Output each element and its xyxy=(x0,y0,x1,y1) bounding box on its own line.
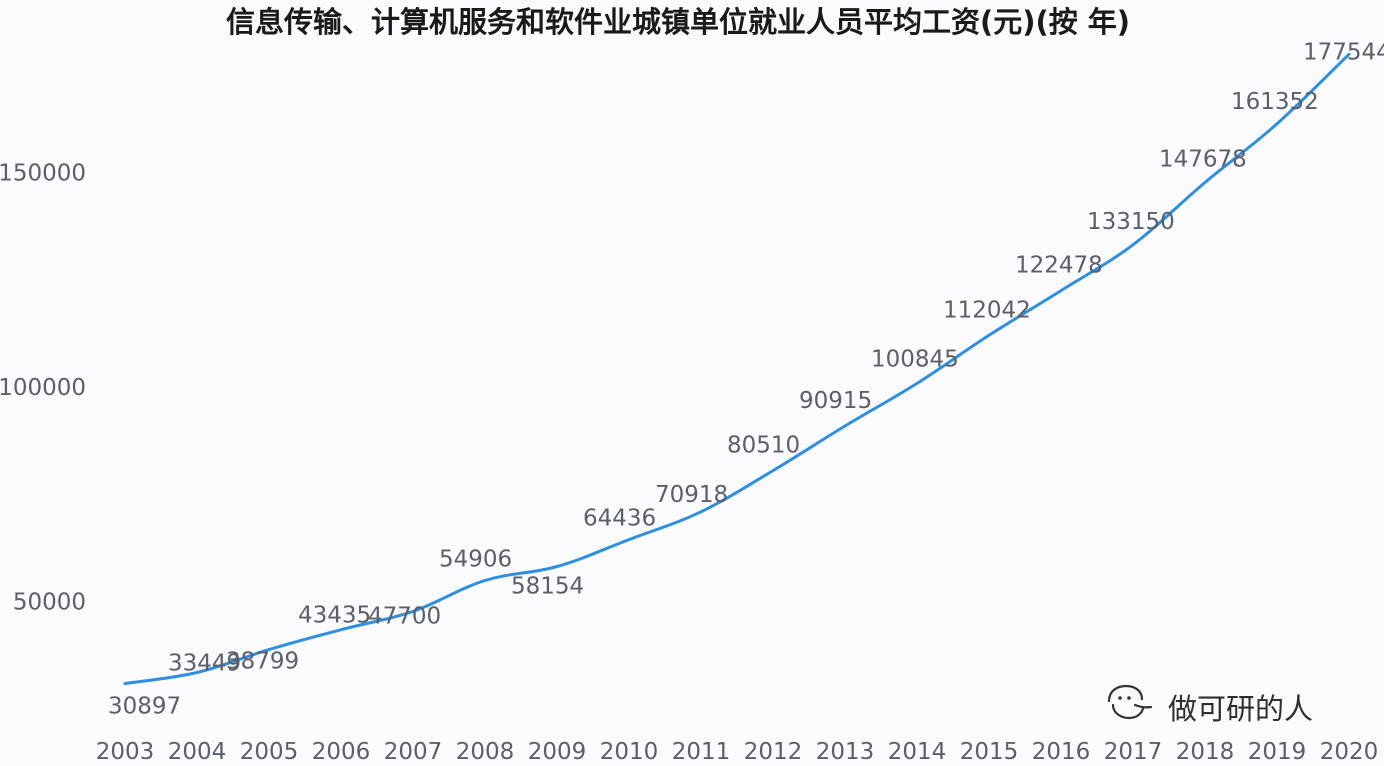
data-label: 122478 xyxy=(1015,253,1103,279)
y-tick-label: 100000 xyxy=(0,375,86,401)
x-tick-label: 2008 xyxy=(456,739,515,765)
x-tick-label: 2012 xyxy=(744,739,803,765)
data-label: 43435 xyxy=(298,603,371,629)
x-tick-label: 2018 xyxy=(1176,739,1235,765)
data-label: 33449 xyxy=(168,651,241,677)
x-tick-label: 2005 xyxy=(240,739,299,765)
watermark-text: 做可研的人 xyxy=(1168,692,1313,726)
data-label: 90915 xyxy=(799,388,872,414)
data-label: 64436 xyxy=(583,506,656,532)
x-tick-label: 2017 xyxy=(1104,739,1163,765)
x-tick-label: 2011 xyxy=(672,739,731,765)
x-tick-label: 2015 xyxy=(960,739,1019,765)
series-line xyxy=(123,52,1351,685)
data-label: 100845 xyxy=(871,346,959,372)
x-axis: 2003 2004 2005 2006 2007 2008 2009 2010 2011 2012… xyxy=(96,739,1379,765)
x-tick-label: 2006 xyxy=(312,739,371,765)
data-label: 38799 xyxy=(226,649,299,675)
data-label: 58154 xyxy=(511,574,584,600)
x-tick-label: 2003 xyxy=(96,739,155,765)
wechat-icon xyxy=(1107,684,1153,720)
x-tick-label: 2007 xyxy=(384,739,443,765)
y-axis: 50000 100000 150000 xyxy=(0,161,86,616)
data-label: 47700 xyxy=(368,603,441,629)
y-tick-label: 150000 xyxy=(0,161,86,187)
data-label: 70918 xyxy=(655,482,728,508)
chart-title: 信息传输、计算机服务和软件业城镇单位就业人员平均工资(元)(按 年) xyxy=(226,5,1130,39)
watermark: 做可研的人 xyxy=(1107,684,1313,726)
x-tick-label: 2016 xyxy=(1032,739,1091,765)
data-label: 147678 xyxy=(1159,147,1247,173)
x-tick-label: 2010 xyxy=(600,739,659,765)
data-label: 80510 xyxy=(727,433,800,459)
data-label: 133150 xyxy=(1087,209,1175,235)
x-tick-label: 2019 xyxy=(1248,739,1307,765)
x-tick-label: 2004 xyxy=(168,739,227,765)
data-label: 112042 xyxy=(943,297,1031,323)
data-label: 177544 xyxy=(1303,39,1384,65)
data-label: 54906 xyxy=(439,547,512,573)
x-tick-label: 2014 xyxy=(888,739,947,765)
y-tick-label: 50000 xyxy=(13,590,86,616)
x-tick-label: 2013 xyxy=(816,739,875,765)
data-label: 161352 xyxy=(1231,89,1319,115)
x-tick-label: 2020 xyxy=(1320,739,1379,765)
data-label: 30897 xyxy=(108,694,181,720)
plot-area xyxy=(123,52,1351,685)
x-tick-label: 2009 xyxy=(528,739,587,765)
